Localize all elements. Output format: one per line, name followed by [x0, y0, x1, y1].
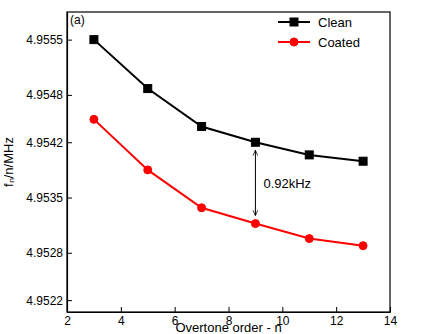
legend-marker [290, 38, 298, 46]
data-point [144, 85, 152, 93]
legend-marker [290, 18, 298, 26]
y-tick-label: 4.9555 [26, 33, 63, 47]
x-tick-mark [282, 307, 283, 312]
y-tick-mark [67, 95, 72, 96]
x-tick-mark [390, 307, 391, 312]
annotation: 0.92kHz [263, 176, 311, 191]
x-tick-mark [121, 307, 122, 312]
data-point [198, 204, 206, 212]
chart: 24681012144.95224.95284.95354.95424.9548… [0, 0, 434, 334]
x-tick: 12 [330, 307, 344, 328]
x-tick-mark [336, 307, 337, 312]
legend-label: Clean [318, 15, 352, 30]
data-point [305, 151, 313, 159]
data-point [305, 235, 313, 243]
y-tick: 4.9555 [26, 33, 72, 47]
x-tick-label: 4 [118, 314, 125, 328]
y-tick-mark [67, 198, 72, 199]
y-tick: 4.9548 [26, 88, 72, 102]
y-tick-mark [67, 40, 72, 41]
y-tick: 4.9542 [26, 136, 72, 150]
data-point [90, 115, 98, 123]
y-tick: 4.9522 [26, 293, 72, 307]
marks [90, 36, 367, 250]
x-tick-label: 2 [64, 314, 71, 328]
y-tick-mark [67, 253, 72, 254]
y-axis: 4.9522 4.9528 4.9535 4.9542 4.9548 4.9555 [26, 13, 72, 313]
y-tick-label: 4.9528 [26, 246, 63, 260]
x-tick-label: 14 [384, 314, 398, 328]
y-tick-label: 4.9548 [26, 88, 63, 102]
data-point [251, 138, 259, 146]
data-point [359, 242, 367, 250]
panel-label: (a) [70, 13, 85, 27]
legend-label: Coated [318, 35, 360, 50]
y-tick: 4.9528 [26, 246, 72, 260]
data-point [198, 122, 206, 130]
y-tick-mark [67, 142, 72, 143]
difference-arrow [255, 150, 256, 215]
y-tick-label: 4.9542 [26, 136, 63, 150]
data-point [144, 166, 152, 174]
plot-frame [67, 12, 390, 312]
y-tick: 4.9535 [26, 191, 72, 205]
x-tick: 14 [384, 307, 398, 328]
y-axis-title: fₙ/n/MHz [1, 137, 16, 187]
x-tick-mark [175, 307, 176, 312]
data-point [251, 220, 259, 228]
x-axis-title: Overtone order - n [175, 320, 281, 334]
series-line [94, 119, 363, 245]
series-line [94, 40, 363, 162]
x-tick: 4 [118, 307, 125, 328]
legend: Clean Coated [278, 15, 360, 50]
y-tick-mark [67, 300, 72, 301]
y-axis-line [67, 13, 68, 313]
x-tick-label: 12 [330, 314, 344, 328]
y-tick-label: 4.9522 [26, 293, 63, 307]
data-point [359, 157, 367, 165]
data-point [90, 36, 98, 44]
y-tick-label: 4.9535 [26, 191, 63, 205]
x-tick-mark [229, 307, 230, 312]
plot: 24681012144.95224.95284.95354.95424.9548… [26, 12, 397, 328]
